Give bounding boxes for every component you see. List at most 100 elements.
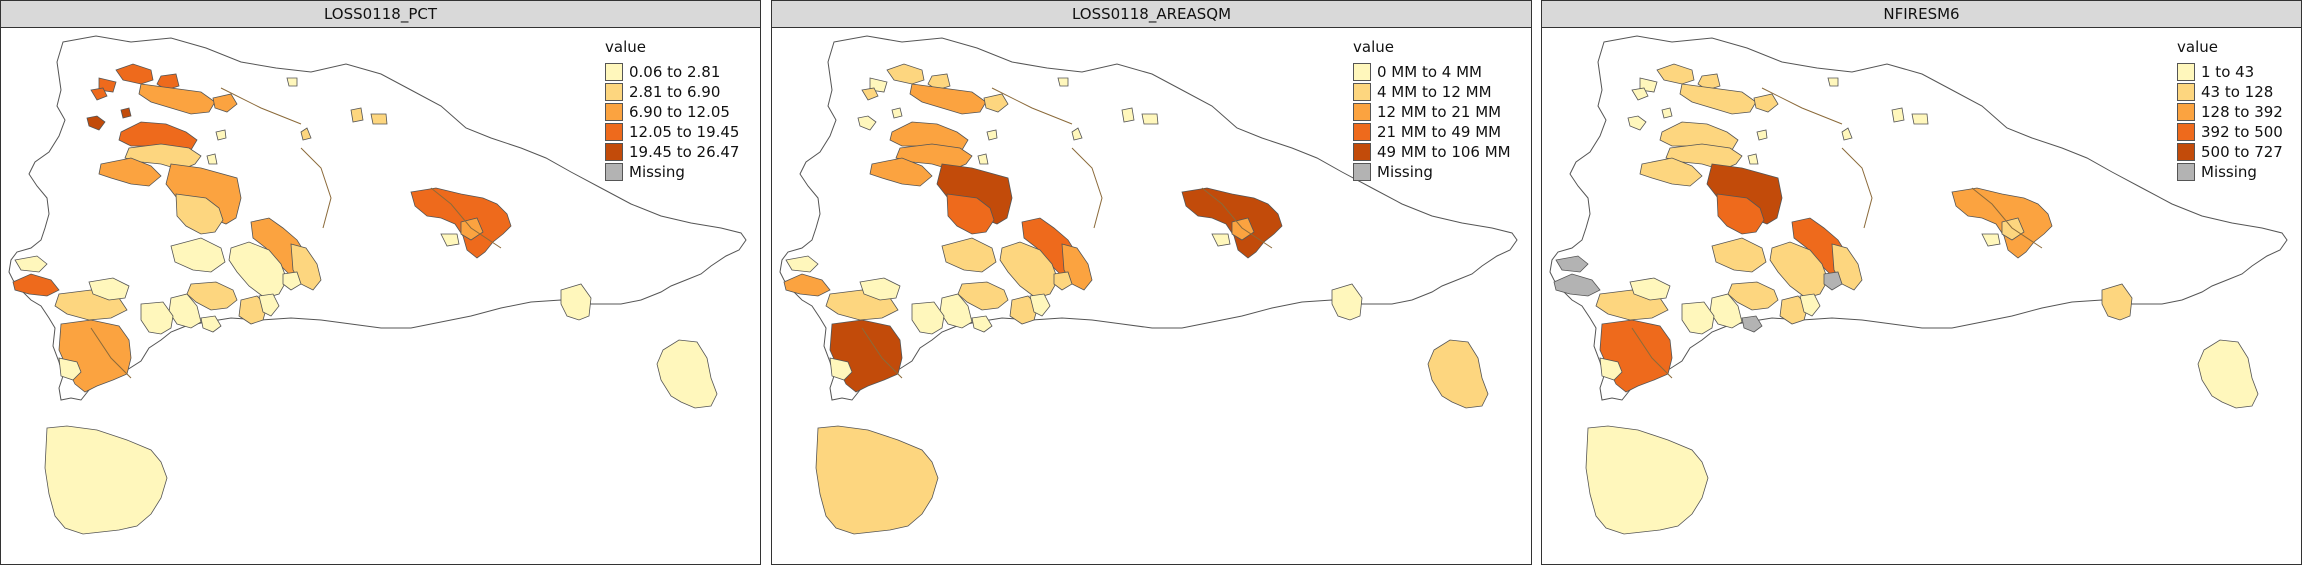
map-region	[58, 357, 82, 381]
map-region	[971, 315, 993, 333]
map-region	[1756, 129, 1768, 141]
panel-title: LOSS0118_PCT	[1, 1, 760, 28]
map-line	[1971, 187, 2043, 249]
legend-title: value	[605, 38, 646, 56]
map-region	[909, 83, 987, 115]
map-region	[1799, 293, 1821, 317]
legend-swatch	[2177, 83, 2195, 101]
map-region	[1779, 295, 1809, 325]
map-panel-loss-pct: LOSS0118_PCT value 0.06 to 2.81 2.81 to 6…	[0, 0, 761, 565]
map-region	[1706, 163, 1783, 225]
map-region	[1891, 107, 1905, 123]
map-region	[140, 301, 174, 335]
map-region	[857, 115, 877, 131]
legend-label: 49 MM to 106 MM	[1377, 143, 1511, 161]
map-region	[170, 237, 226, 273]
map-line	[1631, 327, 1673, 379]
legend-label: 392 to 500	[2201, 123, 2283, 141]
legend-swatch	[605, 63, 623, 81]
choropleth-map	[779, 35, 1518, 535]
map-region	[1661, 107, 1673, 119]
map-region	[1681, 301, 1715, 335]
legend-swatch	[1353, 123, 1371, 141]
legend-label: Missing	[2201, 163, 2257, 181]
legend-item: 19.45 to 26.47	[605, 142, 739, 162]
map-region	[1841, 127, 1853, 141]
legend-label: 128 to 392	[2201, 103, 2283, 121]
map-region	[120, 107, 132, 119]
panel-title: NFIRESM6	[1542, 1, 2301, 28]
map-region	[936, 163, 1013, 225]
map-region	[1769, 241, 1829, 299]
map-region	[859, 277, 901, 301]
legend-item: 128 to 392	[2177, 102, 2283, 122]
legend-swatch	[2177, 63, 2195, 81]
map-line	[430, 187, 502, 249]
legend-swatch	[2177, 163, 2195, 181]
map-panel-loss-areasqm: LOSS0118_AREASQM value 0 MM to 4 MM 4 MM …	[771, 0, 1532, 565]
legend-item: Missing	[605, 162, 739, 182]
map-region	[1747, 153, 1759, 165]
map-region	[560, 283, 592, 321]
legend-label: Missing	[1377, 163, 1433, 181]
map-region	[98, 157, 162, 187]
map-region	[138, 83, 216, 115]
map-region	[829, 357, 853, 381]
legend-label: 4 MM to 12 MM	[1377, 83, 1492, 101]
legend-swatch	[605, 123, 623, 141]
map-line	[991, 87, 1073, 125]
map-line	[1761, 87, 1843, 125]
legend-item: Missing	[1353, 162, 1511, 182]
legend-item: 2.81 to 6.90	[605, 82, 739, 102]
map-region	[1629, 277, 1671, 301]
map-region	[2101, 283, 2133, 321]
map-region	[228, 241, 288, 299]
legend-item: 4 MM to 12 MM	[1353, 82, 1511, 102]
legend-title: value	[1353, 38, 1394, 56]
map-line	[220, 87, 302, 125]
map-region	[783, 273, 831, 297]
map-region	[1427, 339, 1489, 409]
legend-label: 19.45 to 26.47	[629, 143, 740, 161]
legend-label: 43 to 128	[2201, 83, 2274, 101]
legend-item: 1 to 43	[2177, 62, 2283, 82]
map-line	[1841, 147, 1873, 229]
legend-label: 500 to 727	[2201, 143, 2283, 161]
legend-label: 0 MM to 4 MM	[1377, 63, 1482, 81]
map-region	[1631, 87, 1649, 101]
map-region	[44, 425, 168, 535]
legend-swatch	[1353, 63, 1371, 81]
map-region	[1331, 283, 1363, 321]
map-region	[986, 129, 998, 141]
legend-label: Missing	[629, 163, 685, 181]
choropleth-map	[8, 35, 747, 535]
legend-label: 1 to 43	[2201, 63, 2255, 81]
legend-item: 500 to 727	[2177, 142, 2283, 162]
map-region	[1057, 77, 1069, 87]
map-region	[1029, 293, 1051, 317]
map-region	[1656, 63, 1695, 85]
map-region	[282, 271, 302, 291]
legend-label: 12.05 to 19.45	[629, 123, 740, 141]
legend-label: 21 MM to 49 MM	[1377, 123, 1502, 141]
map-region	[300, 127, 312, 141]
map-region	[656, 339, 718, 409]
legend-item: 12.05 to 19.45	[605, 122, 739, 142]
legend-item: 0.06 to 2.81	[605, 62, 739, 82]
map-region	[1555, 255, 1589, 273]
legend-label: 0.06 to 2.81	[629, 63, 721, 81]
map-region	[1753, 93, 1779, 113]
legend-swatch	[1353, 103, 1371, 121]
legend-item: Missing	[2177, 162, 2283, 182]
legend-label: 12 MM to 21 MM	[1377, 103, 1502, 121]
map-region	[1679, 83, 1757, 115]
map-region	[911, 301, 945, 335]
map-region	[440, 233, 460, 247]
map-region	[1741, 315, 1763, 333]
legend-item: 0 MM to 4 MM	[1353, 62, 1511, 82]
map-region	[1071, 127, 1083, 141]
map-region	[2197, 339, 2259, 409]
legend-item: 43 to 128	[2177, 82, 2283, 102]
map-panel-nfiresm6: NFIRESM6 value 1 to 43 43 to 128 128 to 39…	[1541, 0, 2302, 565]
map-line	[1201, 187, 1273, 249]
